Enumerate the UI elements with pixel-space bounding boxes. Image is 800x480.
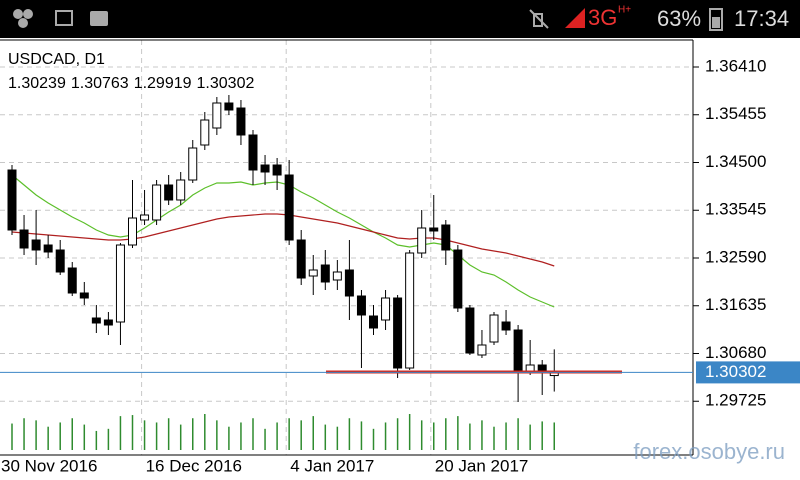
- candle-body: [128, 217, 137, 246]
- moving-average: [11, 174, 555, 308]
- icon: [23, 9, 33, 19]
- candle-body: [152, 184, 162, 221]
- candle-body: [188, 147, 198, 181]
- candle-body: [501, 321, 511, 331]
- candle-body: [7, 169, 17, 231]
- y-tick-label: 1.32590: [705, 247, 766, 266]
- candle-body: [332, 271, 342, 281]
- bid-label: 1.30302: [705, 362, 766, 381]
- candle-body: [405, 252, 415, 369]
- candle-body: [320, 264, 330, 283]
- network-sub: H+: [618, 5, 631, 16]
- candle-body: [236, 107, 246, 136]
- candle-body: [441, 224, 451, 251]
- candle-body: [356, 295, 366, 316]
- ohlc-value: 1.30239: [8, 75, 66, 92]
- clock: 17:34: [734, 6, 789, 31]
- y-tick-label: 1.30680: [705, 343, 766, 362]
- battery-level: [712, 17, 720, 28]
- y-tick-label: 1.31635: [705, 295, 766, 314]
- icon: [13, 9, 23, 19]
- battery-icon: [709, 8, 723, 31]
- candle-body: [272, 164, 282, 176]
- candle-body: [465, 307, 475, 354]
- y-tick-label: 1.34500: [705, 152, 766, 171]
- y-tick-label: 1.29725: [705, 391, 766, 410]
- candle-body: [224, 102, 234, 111]
- moving-average: [11, 213, 555, 267]
- status-icons: [13, 8, 723, 31]
- signal-icon: [565, 8, 585, 28]
- candle-body: [296, 239, 306, 279]
- candle-body: [513, 329, 523, 373]
- plot: 1.36410 1.35455 1.34500 1.33545 1.32590 1.316…: [0, 39, 800, 475]
- candle-body: [67, 267, 77, 294]
- candle-body: [115, 244, 125, 323]
- y-tick-label: 1.36410: [705, 56, 766, 75]
- x-tick-label: 30 Nov 2016: [1, 456, 97, 475]
- candle-body: [212, 102, 222, 129]
- watermark: forex.osobye.ru: [633, 439, 785, 464]
- network: 3G: [588, 5, 617, 30]
- icon: [529, 9, 549, 29]
- bid-label-box: [696, 361, 800, 384]
- candle-body: [381, 297, 391, 321]
- candle-body: [55, 249, 65, 273]
- candle-body: [453, 249, 463, 309]
- icon: [18, 18, 28, 28]
- candle-body: [200, 119, 210, 146]
- candle-body: [308, 269, 318, 277]
- candle-body: [164, 184, 174, 201]
- icon: [55, 10, 73, 26]
- ohlc-value: 1.30302: [197, 75, 255, 92]
- candle-body: [477, 344, 487, 356]
- candle-body: [284, 174, 294, 241]
- candle-body: [19, 229, 29, 249]
- x-tick-label: 20 Jan 2017: [435, 456, 529, 475]
- candle-body: [79, 292, 89, 299]
- y-tick-label: 1.35455: [705, 104, 766, 123]
- candle-body: [43, 244, 53, 253]
- chart-title: USDCAD, D1: [8, 51, 105, 68]
- candle-body: [369, 315, 378, 329]
- status-bar: [0, 0, 800, 38]
- candle-body: [140, 214, 150, 221]
- y-tick-label: 1.33545: [705, 200, 766, 219]
- candle-body: [103, 319, 113, 326]
- icon: [90, 11, 108, 26]
- battery: 63%: [657, 6, 701, 31]
- candle-body: [31, 239, 41, 251]
- candle-body: [91, 317, 101, 324]
- candle-body: [489, 314, 499, 343]
- ohlc-readout: 1.30239 1.30763 1.29919 1.30302: [8, 75, 254, 92]
- candle-body: [417, 227, 427, 254]
- candle-body: [248, 134, 258, 171]
- candle-body: [260, 164, 270, 173]
- x-tick-label: 4 Jan 2017: [290, 456, 374, 475]
- candle-body: [176, 179, 186, 201]
- ohlc-value: 1.29919: [134, 75, 192, 92]
- candle-body: [429, 227, 439, 232]
- ohlc-value: 1.30763: [71, 75, 129, 92]
- x-tick-label: 16 Dec 2016: [146, 456, 242, 475]
- candle-body: [344, 269, 354, 297]
- candle-body: [393, 297, 403, 369]
